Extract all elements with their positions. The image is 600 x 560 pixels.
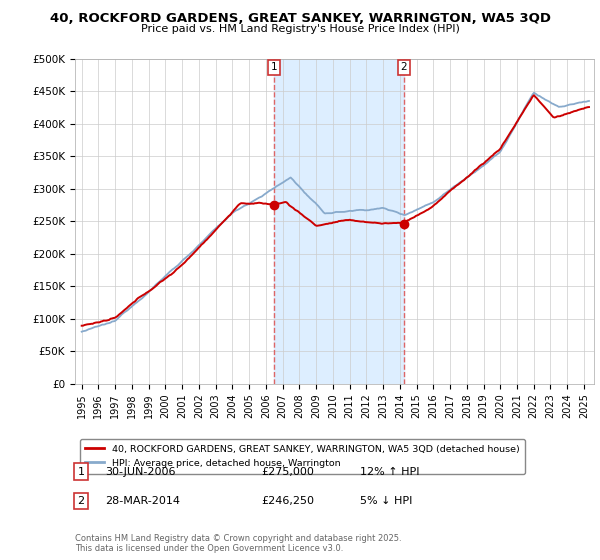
Text: 28-MAR-2014: 28-MAR-2014: [105, 496, 180, 506]
Text: 40, ROCKFORD GARDENS, GREAT SANKEY, WARRINGTON, WA5 3QD: 40, ROCKFORD GARDENS, GREAT SANKEY, WARR…: [49, 12, 551, 25]
Text: 30-JUN-2006: 30-JUN-2006: [105, 466, 176, 477]
Text: Price paid vs. HM Land Registry's House Price Index (HPI): Price paid vs. HM Land Registry's House …: [140, 24, 460, 34]
Text: 5% ↓ HPI: 5% ↓ HPI: [360, 496, 412, 506]
Text: £275,000: £275,000: [261, 466, 314, 477]
Text: 12% ↑ HPI: 12% ↑ HPI: [360, 466, 419, 477]
Text: Contains HM Land Registry data © Crown copyright and database right 2025.
This d: Contains HM Land Registry data © Crown c…: [75, 534, 401, 553]
Legend: 40, ROCKFORD GARDENS, GREAT SANKEY, WARRINGTON, WA5 3QD (detached house), HPI: A: 40, ROCKFORD GARDENS, GREAT SANKEY, WARR…: [80, 438, 525, 474]
Text: 1: 1: [77, 466, 85, 477]
Bar: [274, 59, 404, 384]
Text: 2: 2: [77, 496, 85, 506]
Text: 1: 1: [271, 62, 278, 72]
Text: £246,250: £246,250: [261, 496, 314, 506]
Text: 2: 2: [401, 62, 407, 72]
